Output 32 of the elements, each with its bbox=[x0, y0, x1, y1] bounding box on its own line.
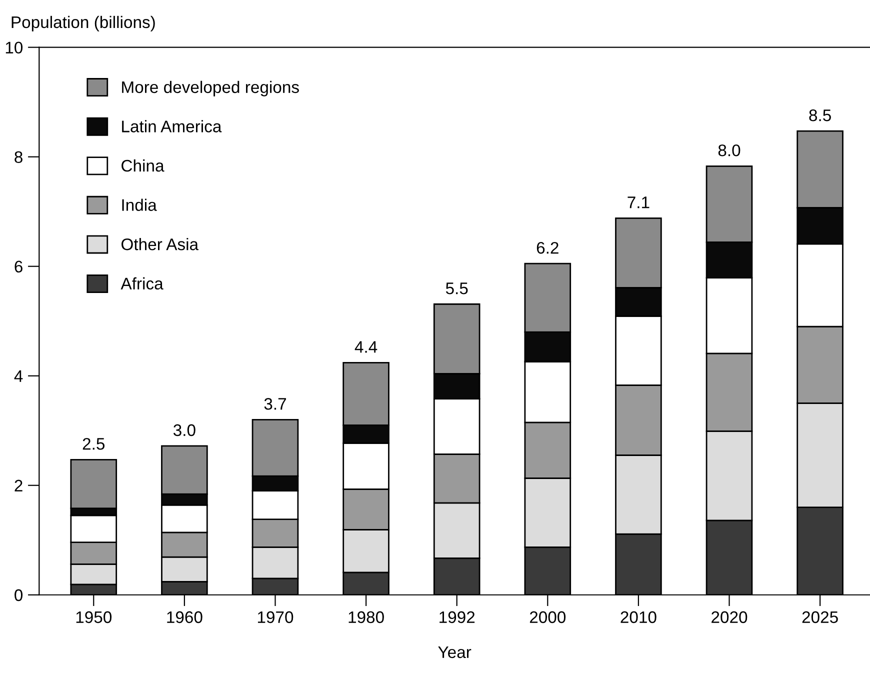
annotation: 8.0 bbox=[718, 144, 740, 156]
x-tick-label: 1950 bbox=[76, 611, 112, 624]
y-tick-label: 2 bbox=[14, 480, 22, 492]
x-tick-label: 1970 bbox=[258, 611, 294, 624]
y-tick-label: 0 bbox=[14, 589, 23, 602]
x-tick-label: 1992 bbox=[440, 611, 475, 624]
annotation: 2.5 bbox=[82, 438, 105, 450]
annotation: 8.5 bbox=[809, 109, 831, 122]
x-tick-label: 2025 bbox=[802, 611, 838, 624]
y-axis-title: Population (billions) bbox=[12, 16, 155, 32]
x-tick-label: 2020 bbox=[712, 611, 748, 624]
x-axis-title: Year bbox=[438, 646, 472, 658]
x-tick-label: 2000 bbox=[530, 611, 566, 624]
y-tick-label: 10 bbox=[6, 42, 23, 54]
annotation: 6.2 bbox=[536, 242, 558, 254]
y-tick-label: 6 bbox=[14, 260, 22, 273]
annotation: 7.1 bbox=[628, 196, 650, 208]
x-tick-label: 2010 bbox=[620, 611, 656, 624]
legend-label: India bbox=[122, 198, 157, 211]
x-tick-label: 1960 bbox=[167, 611, 202, 624]
legend-label: Other Asia bbox=[122, 238, 199, 250]
x-tick-label: 1980 bbox=[348, 611, 384, 624]
legend-label: Africa bbox=[120, 277, 164, 290]
annotation: 3.0 bbox=[173, 424, 196, 436]
y-tick-label: 4 bbox=[14, 370, 23, 382]
legend-label: Latin America bbox=[122, 120, 222, 132]
annotation: 5.5 bbox=[446, 282, 468, 294]
legend-label: China bbox=[122, 159, 164, 172]
annotation: 4.4 bbox=[354, 341, 378, 353]
legend-label: More developed regions bbox=[122, 80, 299, 96]
annotation: 3.7 bbox=[264, 398, 286, 410]
y-tick-label: 8 bbox=[14, 151, 22, 164]
